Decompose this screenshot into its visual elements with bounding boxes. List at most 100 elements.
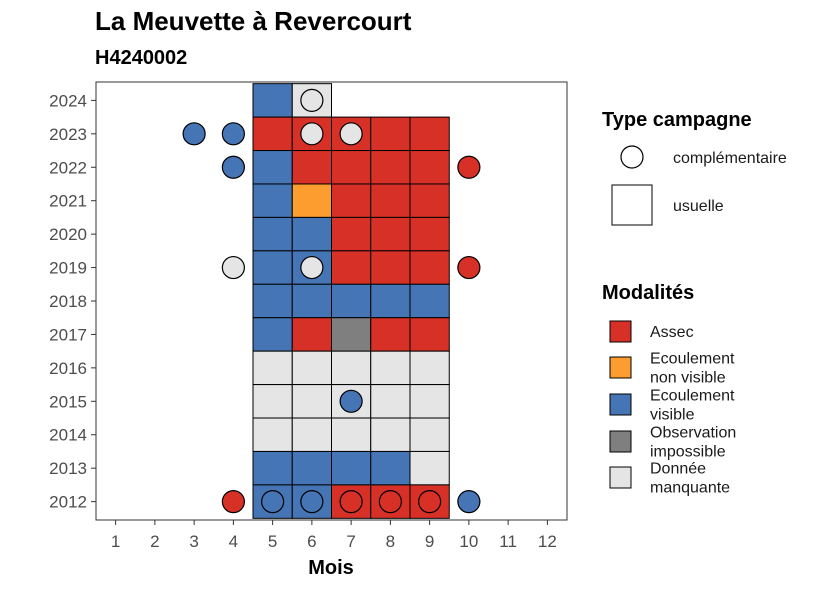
y-tick-label-2016: 2016	[49, 359, 87, 378]
tile-2014-7	[331, 417, 372, 452]
y-axis: 2012 2013 2014 2015 2016 2017 2018 2019 2020 2021…	[49, 91, 96, 512]
x-tick-label-6: 6	[307, 532, 316, 551]
y-tick-label-2021: 2021	[49, 192, 87, 211]
y-tick-label-2014: 2014	[49, 426, 87, 445]
legend-type-campagne: Type campagne complémentaire usuelle	[602, 109, 787, 226]
x-tick-label-12: 12	[538, 532, 557, 551]
usuelle-tiles	[252, 83, 450, 519]
point-2012-4	[221, 490, 245, 514]
tile-2019-7	[331, 250, 372, 285]
tile-2017-7	[331, 317, 372, 352]
tile-2023-9	[409, 116, 450, 152]
legend-key-usuelle	[611, 184, 653, 226]
tile-2017-8	[370, 317, 411, 352]
legend-type-title: Type campagne	[602, 109, 752, 131]
tile-2019-9	[409, 250, 450, 285]
complementaire-points	[182, 88, 481, 514]
tile-2018-6	[291, 283, 332, 319]
point-2023-6	[300, 122, 324, 146]
tile-2016-7	[331, 350, 372, 386]
x-tick-label-5: 5	[268, 532, 277, 551]
x-axis: 1 2 3 4 5 6 7 8 9 10 11 12	[111, 520, 557, 551]
point-2015-7	[339, 389, 363, 413]
tile-2021-5	[252, 183, 293, 218]
legend-key-complementaire	[620, 145, 644, 169]
legend-swatch-ecoulement-non-visible	[609, 356, 632, 379]
legend-swatch-observation-impossible	[609, 430, 632, 453]
tile-2015-5	[252, 384, 293, 419]
tile-2015-9	[409, 384, 450, 419]
x-tick-label-9: 9	[425, 532, 434, 551]
point-2012-7	[339, 490, 363, 514]
y-tick-label-2023: 2023	[49, 125, 87, 144]
tile-2020-9	[409, 216, 450, 252]
tile-2023-8	[370, 116, 411, 152]
point-2022-4	[221, 155, 245, 179]
tile-2014-9	[409, 417, 450, 452]
tile-2018-8	[370, 283, 411, 319]
chart-subtitle: H4240002	[95, 47, 187, 69]
tile-2020-7	[331, 216, 372, 252]
x-tick-label-8: 8	[386, 532, 395, 551]
tile-2018-5	[252, 283, 293, 319]
tile-2020-6	[291, 216, 332, 252]
point-2012-9	[418, 490, 442, 514]
x-tick-label-1: 1	[111, 532, 120, 551]
tile-2017-5	[252, 317, 293, 352]
y-tick-label-2019: 2019	[49, 259, 87, 278]
y-tick-label-2024: 2024	[49, 91, 87, 110]
tile-2014-6	[291, 417, 332, 452]
y-tick-label-2018: 2018	[49, 292, 87, 311]
tile-2018-9	[409, 283, 450, 319]
legend-swatch-assec	[609, 320, 632, 343]
point-2012-6	[300, 490, 324, 514]
y-tick-label-2022: 2022	[49, 158, 87, 177]
point-2023-4	[221, 122, 245, 146]
tile-2013-7	[331, 450, 372, 486]
y-tick-label-2020: 2020	[49, 225, 87, 244]
point-2024-6	[300, 88, 324, 112]
tile-2021-9	[409, 183, 450, 218]
tile-2015-8	[370, 384, 411, 419]
x-axis-label: Mois	[308, 557, 354, 579]
y-tick-label-2015: 2015	[49, 392, 87, 411]
tile-2023-5	[252, 116, 293, 152]
legend-label-ecoulement-visible: Ecoulement visible	[650, 388, 735, 424]
tile-2022-6	[291, 150, 332, 185]
tile-2013-6	[291, 450, 332, 486]
tile-2014-8	[370, 417, 411, 452]
point-2012-8	[378, 490, 402, 514]
legend-swatch-ecoulement-visible	[609, 393, 632, 416]
x-tick-label-4: 4	[229, 532, 238, 551]
legend-label-assec: Assec	[650, 324, 694, 341]
legend-label-donn-e-manquante: Donnée manquante	[650, 461, 730, 497]
legend-label-ecoulement-non-visible: Ecoulement non visible	[650, 351, 735, 387]
tile-2022-8	[370, 150, 411, 185]
legend-label-usuelle: usuelle	[673, 198, 724, 215]
x-tick-label-3: 3	[189, 532, 198, 551]
tile-2015-6	[291, 384, 332, 419]
y-tick-label-2012: 2012	[49, 493, 87, 512]
tile-2022-7	[331, 150, 372, 185]
tile-2021-6	[291, 183, 332, 218]
tile-2013-5	[252, 450, 293, 486]
tile-2020-5	[252, 216, 293, 252]
point-2012-5	[261, 490, 285, 514]
tile-2016-5	[252, 350, 293, 386]
point-2023-7	[339, 122, 363, 146]
chart-title: La Meuvette à Revercourt	[95, 6, 412, 36]
tile-2013-8	[370, 450, 411, 486]
tile-2016-8	[370, 350, 411, 386]
tile-2021-8	[370, 183, 411, 218]
tile-2019-8	[370, 250, 411, 285]
tile-2013-9	[409, 450, 450, 486]
tile-2021-7	[331, 183, 372, 218]
tile-2016-9	[409, 350, 450, 386]
x-tick-label-10: 10	[459, 532, 478, 551]
point-2022-10	[457, 155, 481, 179]
y-tick-label-2017: 2017	[49, 325, 87, 344]
legend-swatch-donn-e-manquante	[609, 466, 632, 489]
x-tick-label-7: 7	[346, 532, 355, 551]
legend-modalites: Modalités Assec Ecoulement non visibleEcou…	[602, 282, 736, 497]
